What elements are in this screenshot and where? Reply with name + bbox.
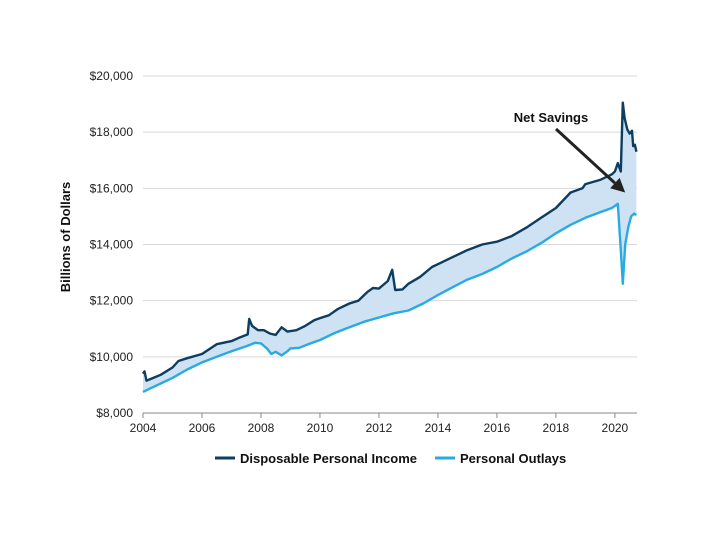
y-tick-label: $8,000 [96, 406, 133, 420]
series-line-outlays [142, 202, 638, 393]
annotation-label: Net Savings [514, 110, 588, 125]
x-tick-label: 2016 [484, 421, 511, 435]
x-axis: 2004 2006 2008 2010 2012 2014 2016 2018 2020 [130, 413, 629, 435]
x-tick-label: 2020 [602, 421, 629, 435]
annotation-arrow-head [610, 177, 626, 193]
series-lines [141, 101, 638, 393]
series-line-income [141, 101, 638, 382]
x-tick-label: 2012 [366, 421, 393, 435]
x-tick-label: 2010 [307, 421, 334, 435]
y-tick-label: $14,000 [90, 238, 134, 252]
y-tick-label: $12,000 [90, 294, 134, 308]
x-tick-label: 2004 [130, 421, 157, 435]
legend: Disposable Personal Income Personal Outla… [215, 451, 566, 466]
x-tick-label: 2018 [543, 421, 570, 435]
y-tick-label: $10,000 [90, 350, 134, 364]
y-axis: $8,000 $10,000 $12,000 $14,000 $16,000 $18,00… [90, 69, 134, 420]
y-tick-label: $20,000 [90, 69, 134, 83]
x-tick-label: 2006 [189, 421, 216, 435]
grid [143, 75, 637, 414]
legend-label: Disposable Personal Income [240, 451, 417, 466]
y-tick-label: $18,000 [90, 125, 134, 139]
annotation-arrow-shaft [554, 127, 616, 185]
net-savings-annotation: Net Savings [514, 110, 626, 193]
y-axis-title: Billions of Dollars [58, 182, 73, 293]
legend-label: Personal Outlays [460, 451, 566, 466]
x-tick-label: 2008 [248, 421, 275, 435]
net-savings-band [143, 102, 637, 392]
x-tick-label: 2014 [425, 421, 452, 435]
y-tick-label: $16,000 [90, 181, 134, 195]
